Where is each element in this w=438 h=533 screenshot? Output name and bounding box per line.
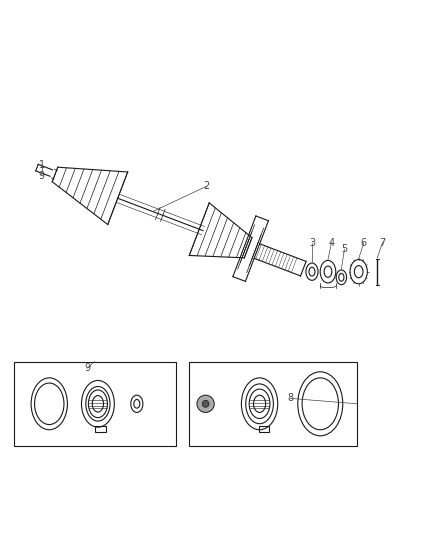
Text: 8: 8 — [287, 393, 293, 403]
Text: 2: 2 — [203, 182, 209, 191]
Text: 9: 9 — [84, 363, 90, 373]
Bar — [95, 426, 106, 432]
Bar — [14, 361, 176, 446]
Text: 3: 3 — [309, 238, 315, 248]
Text: 6: 6 — [361, 238, 367, 248]
Text: 4: 4 — [328, 238, 335, 248]
Text: 7: 7 — [379, 238, 385, 248]
Text: 1: 1 — [39, 160, 45, 170]
Text: 5: 5 — [341, 244, 347, 254]
Text: 9: 9 — [39, 171, 45, 181]
Circle shape — [202, 400, 209, 407]
Bar — [258, 426, 269, 432]
Bar — [189, 361, 357, 446]
Circle shape — [197, 395, 214, 413]
